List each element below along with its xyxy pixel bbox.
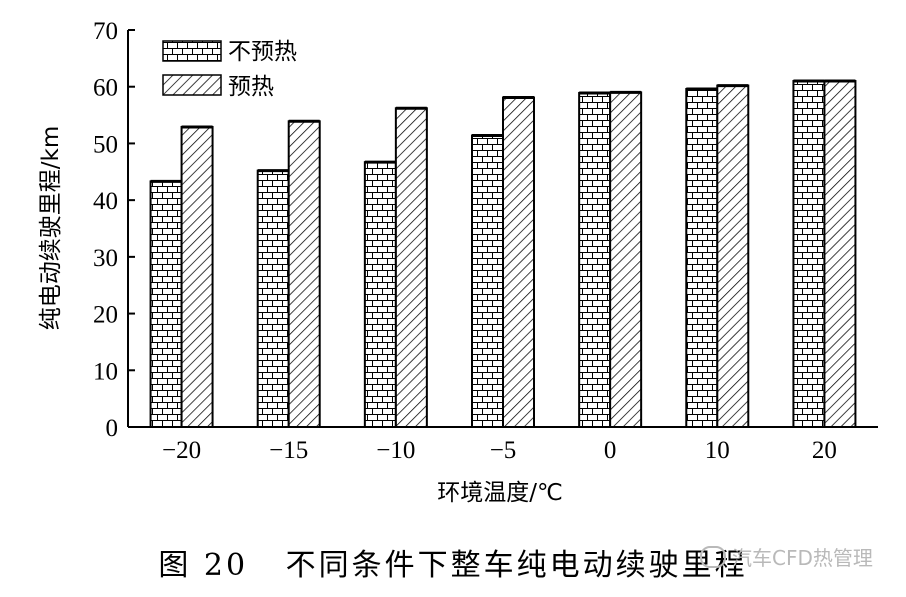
bar-no-preheat: [578, 91, 612, 429]
y-tick-label: 70: [93, 18, 118, 45]
legend: 不预热 预热: [162, 39, 297, 100]
watermark-text: 汽车CFD热管理: [732, 546, 873, 570]
y-tick-label: 50: [93, 131, 118, 158]
bar-preheat: [823, 80, 857, 429]
bar-preheat: [502, 96, 535, 429]
plot-area: −20 −15 −10 −5 0 10 20 0 10 20 30 40 50 60 70: [93, 18, 878, 464]
figure-caption: 图 20 不同条件下整车纯电动续驶里程: [158, 548, 748, 583]
y-tick-label: 10: [93, 358, 118, 385]
x-tick-label: −5: [490, 437, 517, 464]
legend-label-preheat: 预热: [228, 74, 274, 100]
x-tick-label: 0: [604, 437, 617, 464]
y-tick-label: 30: [93, 245, 118, 272]
y-tick-label: 40: [93, 188, 118, 215]
bar-preheat: [287, 120, 321, 428]
x-axis-title: 环境温度/℃: [437, 480, 563, 506]
bar-preheat: [180, 125, 214, 429]
x-tick-label: −20: [162, 437, 201, 464]
y-tick-label: 20: [93, 302, 118, 329]
x-tick-label: −15: [269, 437, 308, 464]
legend-swatch-preheat: [162, 74, 222, 96]
x-tick-label: 20: [812, 437, 837, 464]
x-tick-label: 10: [705, 437, 730, 464]
bar-no-preheat: [471, 134, 504, 428]
bar-preheat: [716, 84, 750, 429]
chart: −20 −15 −10 −5 0 10 20 0 10 20 30 40 50 60 70 纯电动续驶里程/…: [38, 18, 878, 506]
bar-no-preheat: [792, 80, 826, 429]
wechat-icon: [700, 545, 726, 568]
bar-no-preheat: [149, 180, 183, 428]
y-tick-label: 60: [93, 75, 118, 102]
bar-no-preheat: [363, 161, 397, 428]
bar-no-preheat: [685, 87, 719, 429]
bar-no-preheat: [256, 169, 290, 428]
x-tick-label: −10: [376, 437, 415, 464]
legend-swatch-no-preheat: [162, 40, 222, 62]
y-tick-label: 0: [106, 415, 119, 442]
bar-preheat: [609, 91, 643, 428]
watermark: 汽车CFD热管理: [700, 542, 873, 571]
y-axis-title: 纯电动续驶里程/km: [38, 126, 64, 330]
bar-preheat: [394, 107, 428, 428]
legend-label-no-preheat: 不预热: [228, 39, 297, 65]
